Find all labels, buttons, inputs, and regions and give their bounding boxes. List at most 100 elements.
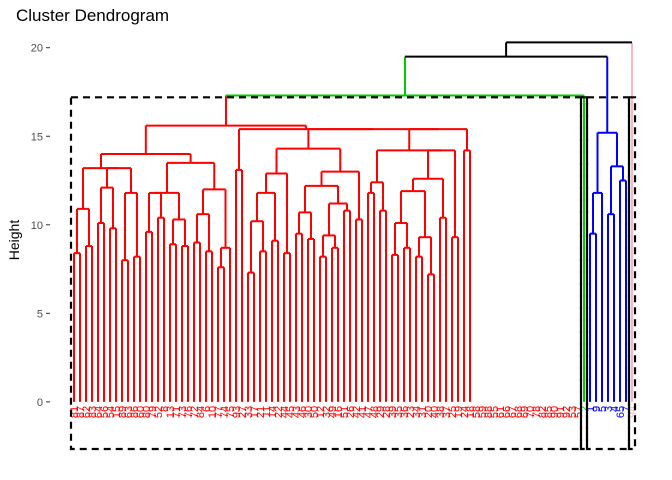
leaf-label: 90 (549, 406, 561, 418)
cluster-rectangles (69, 96, 637, 451)
leaf-label: 44 (279, 406, 291, 418)
leaf-label: 74 (219, 406, 231, 418)
leaf-label: 85 (543, 406, 555, 418)
leaf-labels: 8187628364565415896386608079528137173767… (69, 406, 639, 418)
leaf-label: 39 (387, 406, 399, 418)
leaf-label: 30 (303, 406, 315, 418)
leaf-label: 12 (315, 406, 327, 418)
leaf-label: 3 (603, 406, 615, 412)
leaf-label: 4 (609, 406, 621, 412)
leaf-label: 49 (327, 406, 339, 418)
leaf-label: 84 (195, 406, 207, 418)
leaf-label: 28 (381, 406, 393, 418)
leaf-label: 37 (441, 406, 453, 418)
leaf-label: 89 (117, 406, 129, 418)
leaf-label: 9 (591, 406, 603, 412)
leaf-label: 48 (369, 406, 381, 418)
leaf-label: 1 (585, 406, 597, 412)
leaf-label: 41 (357, 406, 369, 418)
y-tick-label: 15 (31, 131, 43, 143)
leaf-label: 69 (519, 406, 531, 418)
leaf-label: 21 (255, 406, 267, 418)
cluster-rectangle (69, 96, 583, 451)
leaf-label: 65 (615, 406, 627, 418)
leaf-label: 36 (399, 406, 411, 418)
leaf-label: 43 (291, 406, 303, 418)
leaf-label: 77 (213, 406, 225, 418)
leaf-label: 5 (597, 406, 609, 412)
leaf-label: 76 (183, 406, 195, 418)
leaf-label: 50 (309, 406, 321, 418)
leaf-label: 80 (141, 406, 153, 418)
leaf-label: 32 (321, 406, 333, 418)
dendrogram-branches (73, 41, 633, 402)
leaf-label: 11 (261, 406, 273, 417)
leaf-label: 56 (99, 406, 111, 418)
leaf-label: 10 (207, 406, 219, 418)
leaf-label: 67 (507, 406, 519, 418)
leaf-label: 52 (153, 406, 165, 418)
leaf-label: 82 (537, 406, 549, 418)
leaf-label: 25 (447, 406, 459, 418)
leaf-label: 66 (501, 406, 513, 418)
leaf-label: 54 (105, 406, 117, 418)
leaf-label: 61 (495, 406, 507, 418)
y-axis: 0 5 10 15 20 (31, 43, 50, 409)
leaf-label: 58 (471, 406, 483, 418)
leaf-label: 15 (111, 406, 123, 418)
leaf-label: 75 (225, 406, 237, 418)
leaf-label: 6 (201, 406, 213, 412)
leaf-label: 91 (555, 406, 567, 418)
leaf-label: 33 (243, 406, 255, 418)
leaf-label: 19 (453, 406, 465, 418)
leaf-label: 68 (513, 406, 525, 418)
leaf-label: 42 (351, 406, 363, 418)
leaf-label: 71 (171, 406, 183, 418)
leaf-label: 7 (621, 406, 633, 412)
leaf-label: 34 (411, 406, 423, 418)
leaf-label: 31 (417, 406, 429, 418)
leaf-label: 59 (477, 406, 489, 418)
leaf-label: 70 (525, 406, 537, 418)
leaf-label: 93 (231, 406, 243, 418)
leaf-label: 13 (165, 406, 177, 418)
leaf-label: 53 (567, 406, 579, 418)
leaf-label: 23 (405, 406, 417, 418)
leaf-label: 55 (489, 406, 501, 418)
leaf-label: 73 (177, 406, 189, 418)
leaf-label: 87 (75, 406, 87, 418)
leaf-label: 72 (189, 406, 201, 418)
leaf-label: 40 (429, 406, 441, 418)
leaf-label: 22 (273, 406, 285, 418)
y-tick-label: 0 (37, 397, 43, 409)
leaf-label: 86 (129, 406, 141, 418)
leaf-label: 27 (237, 406, 249, 418)
cluster-rectangle (585, 96, 631, 451)
leaf-label: 26 (345, 406, 357, 418)
leaf-label: 16 (333, 406, 345, 418)
leaf-label: 51 (339, 406, 351, 418)
leaf-label: 78 (531, 406, 543, 418)
leaf-label: 92 (561, 406, 573, 418)
leaf-label: 2 (579, 406, 591, 412)
leaf-label: 29 (375, 406, 387, 418)
cluster-rectangle (579, 96, 589, 451)
leaf-label: 47 (363, 406, 375, 418)
leaf-label: 63 (123, 406, 135, 418)
leaf-label: 62 (81, 406, 93, 418)
leaf-label: 8 (159, 406, 171, 412)
leaf-label: 18 (465, 406, 477, 418)
leaf-label: 24 (459, 406, 471, 418)
leaf-label: 79 (147, 406, 159, 418)
leaf-label: 14 (267, 406, 279, 418)
leaf-label: 88 (483, 406, 495, 418)
leaf-label: 60 (135, 406, 147, 418)
y-tick-label: 5 (37, 308, 43, 320)
y-tick-label: 10 (31, 220, 43, 232)
leaf-label: 46 (297, 406, 309, 418)
y-tick-label: 20 (31, 43, 43, 55)
leaf-label: 83 (87, 406, 99, 418)
leaf-label: 20 (423, 406, 435, 418)
leaf-label: 38 (435, 406, 447, 418)
cluster-rectangle (627, 96, 637, 451)
